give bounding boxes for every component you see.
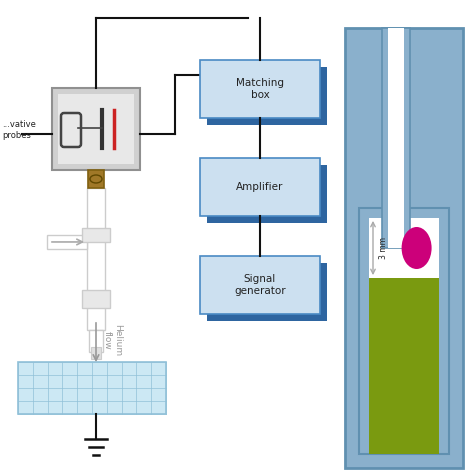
- Bar: [82, 228, 110, 242]
- Bar: [382, 28, 410, 248]
- Bar: [388, 28, 404, 248]
- Bar: [207, 165, 327, 223]
- Text: 3 mm: 3 mm: [379, 237, 388, 259]
- Bar: [359, 208, 449, 454]
- Bar: [369, 218, 439, 454]
- Bar: [207, 67, 327, 125]
- Bar: [89, 330, 103, 352]
- Text: Helium
flow: Helium flow: [102, 324, 122, 356]
- Bar: [88, 170, 104, 188]
- Text: ...vative
probes: ...vative probes: [2, 120, 36, 140]
- Bar: [207, 263, 327, 321]
- Text: Amplifier: Amplifier: [237, 182, 283, 192]
- Bar: [82, 290, 110, 308]
- Bar: [200, 256, 320, 314]
- Ellipse shape: [401, 227, 432, 269]
- Bar: [52, 88, 140, 170]
- Bar: [91, 347, 101, 359]
- Bar: [47, 235, 87, 249]
- Bar: [369, 278, 439, 454]
- Bar: [87, 188, 105, 330]
- Bar: [369, 218, 439, 278]
- Text: Matching
box: Matching box: [236, 78, 284, 100]
- Bar: [58, 94, 134, 164]
- Bar: [200, 60, 320, 118]
- Bar: [345, 28, 463, 468]
- Bar: [200, 158, 320, 216]
- Text: Signal
generator: Signal generator: [234, 274, 286, 296]
- Ellipse shape: [90, 175, 102, 183]
- Bar: [18, 362, 166, 414]
